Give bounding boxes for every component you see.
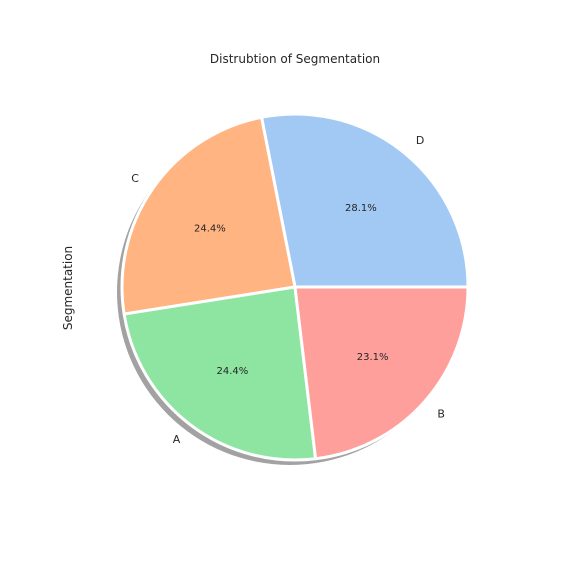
pie-labels: D 28.1% C 24.4% A 24.4% B 23.1% <box>131 134 445 446</box>
slice-category-label: A <box>173 433 181 446</box>
slice-percent-label: 24.4% <box>217 366 249 377</box>
chart-title: Distrubtion of Segmentation <box>210 52 380 66</box>
slice-percent-label: 28.1% <box>345 203 377 214</box>
y-axis-label: Segmentation <box>61 246 75 330</box>
pie-slice-b <box>293 285 470 461</box>
pie-slice-d <box>260 112 470 289</box>
slice-category-label: D <box>416 134 424 147</box>
slice-category-label: B <box>437 407 445 420</box>
pie-slice-c <box>120 115 297 316</box>
slice-percent-label: 24.4% <box>194 224 226 235</box>
pie-slices <box>120 112 470 462</box>
pie-slice-a <box>122 285 318 462</box>
slice-percent-label: 23.1% <box>357 352 389 363</box>
slice-category-label: C <box>131 172 139 185</box>
